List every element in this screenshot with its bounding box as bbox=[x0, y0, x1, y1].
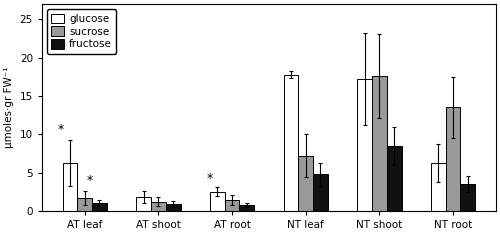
Bar bbox=[166, 204, 180, 211]
Bar bbox=[136, 197, 151, 211]
Bar bbox=[224, 200, 240, 211]
Text: *: * bbox=[87, 174, 93, 187]
Legend: glucose, sucrose, fructose: glucose, sucrose, fructose bbox=[47, 9, 116, 54]
Bar bbox=[387, 146, 402, 211]
Bar bbox=[92, 203, 107, 211]
Bar bbox=[298, 156, 313, 211]
Bar bbox=[240, 205, 254, 211]
Text: *: * bbox=[58, 123, 64, 136]
Text: *: * bbox=[207, 172, 213, 185]
Bar bbox=[151, 202, 166, 211]
Bar bbox=[62, 163, 78, 211]
Bar bbox=[358, 79, 372, 211]
Bar bbox=[210, 192, 224, 211]
Bar bbox=[446, 107, 460, 211]
Bar bbox=[460, 184, 475, 211]
Bar bbox=[78, 198, 92, 211]
Bar bbox=[431, 163, 446, 211]
Bar bbox=[284, 75, 298, 211]
Bar bbox=[313, 174, 328, 211]
Y-axis label: μmoles·gr FW⁻¹: μmoles·gr FW⁻¹ bbox=[4, 67, 14, 148]
Bar bbox=[372, 76, 387, 211]
